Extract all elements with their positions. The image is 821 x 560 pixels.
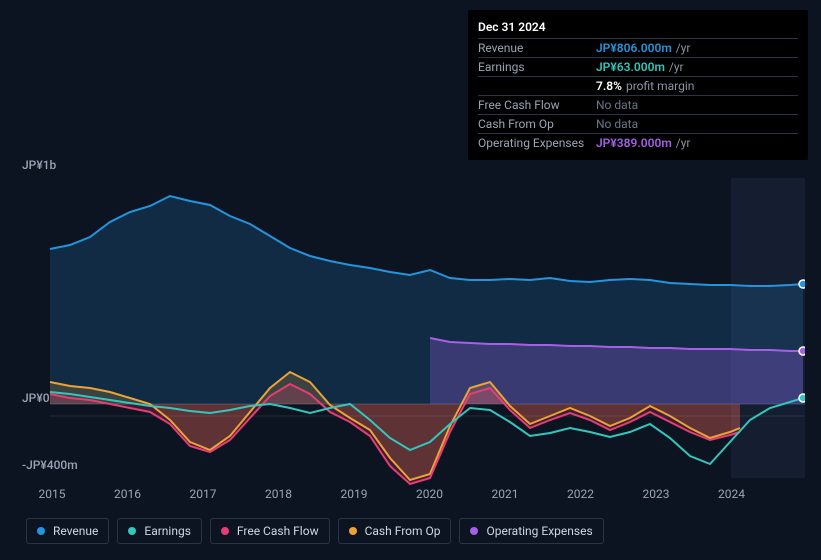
tooltip-value: JP¥389.000m [596, 136, 672, 150]
tooltip-row: Cash From OpNo data [478, 115, 798, 134]
tooltip-value: JP¥806.000m [596, 41, 672, 55]
svg-text:2022: 2022 [567, 487, 594, 501]
chart-area[interactable]: 2015 2016 2017 2018 2019 2020 2021 2022 2023 2024 [15, 160, 805, 520]
tooltip-suffix: /yr [669, 60, 684, 74]
tooltip-row: 7.8% profit margin [478, 77, 798, 96]
svg-text:2015: 2015 [39, 487, 66, 501]
svg-text:2017: 2017 [190, 487, 217, 501]
tooltip-row: Operating ExpensesJP¥389.000m /yr [478, 134, 798, 152]
tooltip-row-label: Cash From Op [478, 117, 596, 131]
legend-item-revenue[interactable]: Revenue [26, 518, 109, 544]
legend-label: Revenue [53, 524, 98, 538]
svg-text:2016: 2016 [114, 487, 141, 501]
svg-text:2019: 2019 [341, 487, 368, 501]
tooltip-row-label: Revenue [478, 41, 596, 55]
legend-item-free-cash-flow[interactable]: Free Cash Flow [210, 518, 330, 544]
legend-label: Free Cash Flow [237, 524, 319, 538]
tooltip-panel: Dec 31 2024 RevenueJP¥806.000m /yrEarnin… [468, 10, 808, 160]
legend-dot-icon [470, 527, 478, 535]
svg-text:2024: 2024 [718, 487, 745, 501]
svg-text:2018: 2018 [265, 487, 292, 501]
tooltip-row-label: Operating Expenses [478, 136, 596, 150]
legend-dot-icon [37, 527, 45, 535]
tooltip-value: 7.8% [596, 79, 622, 93]
tooltip-row: RevenueJP¥806.000m /yr [478, 39, 798, 58]
line-chart-svg: 2015 2016 2017 2018 2019 2020 2021 2022 2023 2024 [15, 160, 805, 520]
tooltip-row: Free Cash FlowNo data [478, 96, 798, 115]
svg-text:2023: 2023 [643, 487, 670, 501]
tooltip-suffix: profit margin [626, 79, 694, 93]
tooltip-suffix: /yr [676, 41, 691, 55]
tooltip-nodata: No data [596, 117, 638, 131]
tooltip-suffix: /yr [676, 136, 691, 150]
legend-item-cash-from-op[interactable]: Cash From Op [338, 518, 452, 544]
tooltip-row-label: Free Cash Flow [478, 98, 596, 112]
tooltip-value: JP¥63.000m [596, 60, 665, 74]
legend-label: Operating Expenses [486, 524, 592, 538]
legend-label: Cash From Op [365, 524, 441, 538]
legend-label: Earnings [144, 524, 191, 538]
legend-dot-icon [221, 527, 229, 535]
tooltip-row-label: Earnings [478, 60, 596, 74]
tooltip-row: EarningsJP¥63.000m /yr [478, 58, 798, 77]
legend-item-operating-expenses[interactable]: Operating Expenses [459, 518, 603, 544]
legend: Revenue Earnings Free Cash Flow Cash From O… [26, 518, 604, 544]
svg-text:2021: 2021 [492, 487, 519, 501]
tooltip-nodata: No data [596, 98, 638, 112]
legend-item-earnings[interactable]: Earnings [117, 518, 202, 544]
legend-dot-icon [349, 527, 357, 535]
tooltip-date: Dec 31 2024 [478, 16, 798, 39]
svg-text:2020: 2020 [416, 487, 443, 501]
legend-dot-icon [128, 527, 136, 535]
